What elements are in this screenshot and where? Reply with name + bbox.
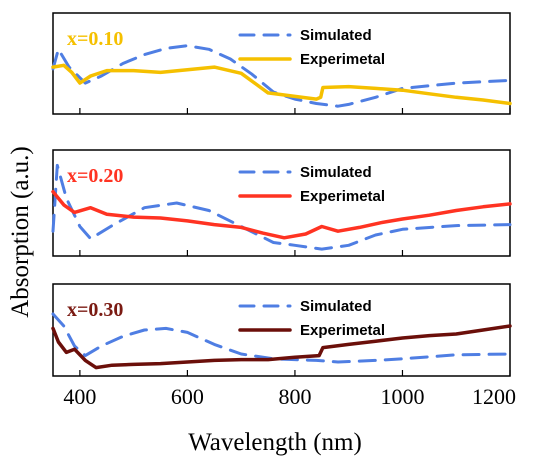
panel-label: x=0.20: [67, 165, 123, 187]
legend-label: Experimetal: [300, 51, 385, 68]
panel-label: x=0.10: [67, 28, 123, 50]
x-tick-label: 1200: [472, 384, 516, 409]
panel-1: x=0.10 Simulated Experimetal: [51, 12, 512, 115]
series-line-experimental: [51, 324, 512, 370]
panel-label: x=0.30: [67, 299, 123, 321]
panels: x=0.10 Simulated Experimetal x=0.20 Simulate…: [51, 12, 512, 377]
series-line-simulated: [51, 44, 512, 108]
y-axis-title-group: Absorption (a.u.): [7, 146, 34, 318]
panel-3: x=0.30 Simulated Experimetal: [51, 283, 512, 377]
legend-label: Simulated: [300, 298, 372, 315]
x-tick-label: 800: [278, 384, 311, 409]
x-axis-ticks: 400 600 800 1000 1200: [63, 384, 516, 409]
legend-label: Experimetal: [300, 322, 385, 339]
legend-label: Simulated: [300, 27, 372, 44]
x-tick-label: 600: [171, 384, 204, 409]
series-line-experimental: [51, 189, 512, 240]
panel-2: x=0.20 Simulated Experimetal: [51, 149, 512, 257]
legend-label: Experimetal: [300, 188, 385, 205]
series-line-simulated: [51, 312, 512, 364]
x-axis-title: Wavelength (nm): [188, 429, 362, 456]
legend-label: Simulated: [300, 164, 372, 181]
x-tick-label: 1000: [380, 384, 424, 409]
x-tick-label: 400: [63, 384, 96, 409]
series-line-simulated: [51, 163, 512, 251]
series-line-experimental: [51, 63, 512, 106]
y-axis-title: Absorption (a.u.): [7, 146, 34, 318]
